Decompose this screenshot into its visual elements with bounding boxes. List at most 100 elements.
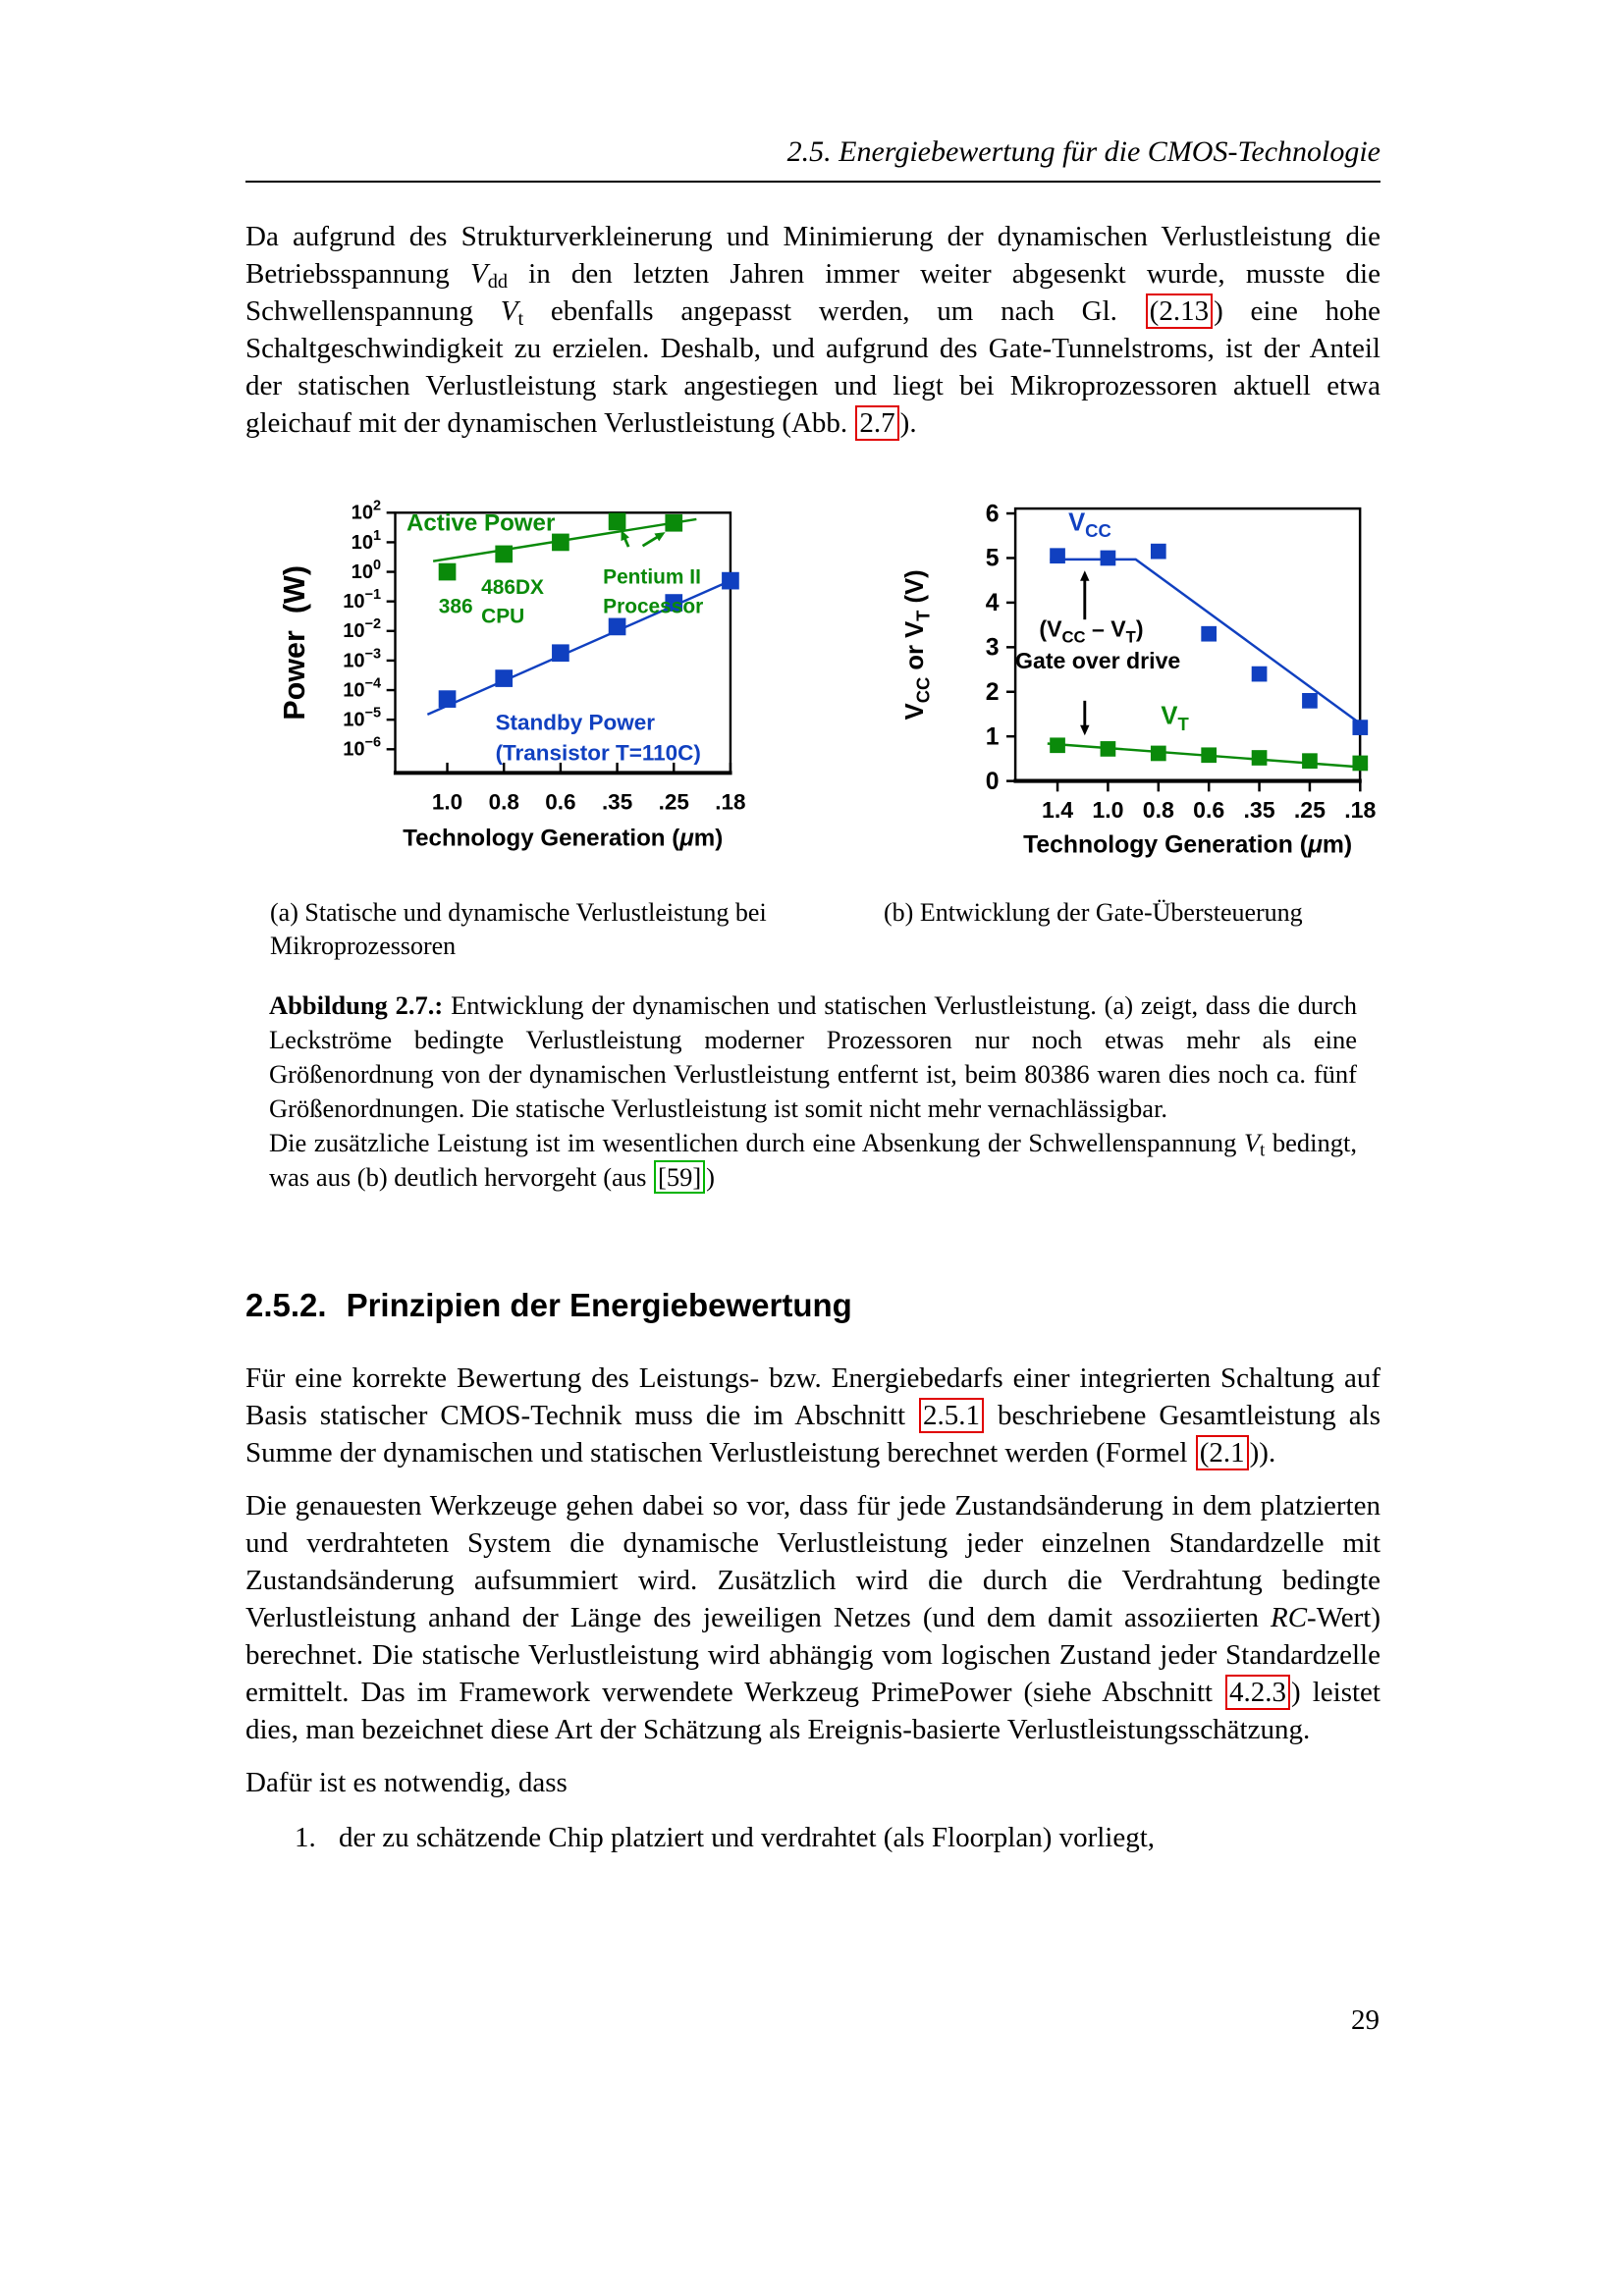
- data-point: [1352, 755, 1369, 772]
- y-tick-label: 10−2: [343, 616, 381, 642]
- x-tick-label: .35: [1243, 797, 1274, 823]
- cross-reference-link[interactable]: (2.1: [1195, 1435, 1249, 1470]
- list-item-1-text: der zu schätzende Chip platziert und ver…: [339, 1822, 1156, 1853]
- y-tick-label: 1: [986, 723, 1000, 750]
- charts-row: 102 101 100 10−1 10−2 10−3 10−4 10−5 10−6 1.0 0.8 0…: [245, 481, 1380, 886]
- chart-power-vs-technology: 102 101 100 10−1 10−2 10−3 10−4 10−5 10−6 1.0 0.8 0…: [278, 499, 745, 852]
- content-column: 2.5. Energiebewertung für die CMOS-Techn…: [245, 0, 1380, 1856]
- series-active-power: [432, 512, 697, 581]
- cross-reference-link[interactable]: 4.2.3: [1225, 1675, 1291, 1710]
- y-axis-label: VCC or VT (V): [901, 569, 934, 720]
- x-tick-label: .35: [602, 789, 632, 814]
- chart-annotation: Standby Power: [496, 710, 656, 734]
- data-point: [1050, 548, 1065, 564]
- series-vcc: [1050, 543, 1369, 735]
- data-point: [1150, 543, 1166, 560]
- y-tick-label: 5: [986, 546, 1000, 572]
- data-point: [1050, 737, 1065, 754]
- series-vt: [1047, 737, 1369, 772]
- y-tick-label: 101: [352, 528, 381, 554]
- x-tick-label: 0.8: [1143, 797, 1174, 823]
- x-tick-label: 1.0: [432, 789, 462, 814]
- y-tick-label: 10−5: [343, 706, 381, 731]
- y-tick-label: 0: [986, 769, 1000, 795]
- chart-annotation: 486DX: [481, 576, 544, 599]
- chart-voltage-vs-technology: 0 1 2 3 4 5 6 1.4 1.0 0.8 0.6 .35 .25 .18 Technology G…: [901, 501, 1377, 858]
- data-point: [495, 545, 514, 563]
- x-tick-label: 0.8: [489, 789, 519, 814]
- data-point: [438, 690, 457, 708]
- chart-annotation: Pentium II: [603, 566, 701, 589]
- y-tick-label: 10−3: [343, 646, 381, 671]
- chart-annotation: Processor: [603, 595, 703, 617]
- data-point: [1201, 625, 1218, 642]
- y-tick-label: 10−1: [343, 587, 381, 613]
- data-point: [1150, 745, 1166, 762]
- subcaptions-row: (a) Statische und dynamische Verlustleis…: [245, 896, 1380, 963]
- cross-reference-link[interactable]: [59]: [654, 1160, 706, 1194]
- chart-annotation: 386: [439, 595, 473, 617]
- y-tick-label: 10−6: [343, 735, 381, 761]
- data-point: [1352, 720, 1369, 735]
- paragraph-dafuer: Dafür ist es notwendig, dass: [245, 1767, 568, 1798]
- data-point: [665, 594, 683, 612]
- x-tick-label: 0.6: [545, 789, 575, 814]
- section-number: 2.5.2.: [245, 1287, 327, 1323]
- chart-annotation: Gate over drive: [1015, 648, 1180, 673]
- y-tick-label: 4: [986, 590, 1000, 616]
- y-axis-label: Power (W): [278, 565, 311, 721]
- y-tick-label: 6: [986, 501, 1000, 527]
- data-point: [438, 562, 457, 581]
- subcaption-b: (b) Entwicklung der Gate-Übersteuerung: [884, 898, 1303, 927]
- x-tick-label: .18: [1344, 797, 1376, 823]
- y-tick-label: 102: [352, 499, 381, 524]
- data-point: [552, 533, 569, 552]
- paragraph-werkzeuge: Die genauesten Werkzeuge gehen dabei so …: [245, 1490, 1380, 1745]
- paragraph-bewertung: Für eine korrekte Bewertung des Leistung…: [245, 1362, 1380, 1470]
- section-heading: 2.5.2. Prinzipien der Energiebewertung: [245, 1285, 1380, 1326]
- data-point: [1302, 692, 1318, 709]
- cross-reference-link[interactable]: 2.5.1: [919, 1398, 985, 1433]
- data-point: [1302, 753, 1318, 770]
- x-axis-label: Technology Generation (μm): [403, 825, 723, 851]
- data-point: [608, 512, 626, 531]
- chart-annotation: VCC: [1068, 508, 1111, 541]
- data-point: [1100, 550, 1116, 566]
- data-point: [722, 571, 739, 590]
- list-item-1: 1. der zu schätzende Chip platziert und v…: [245, 1819, 1380, 1856]
- x-tick-label: 1.4: [1042, 797, 1073, 823]
- series-standby-power-transistor-t-110c-: [426, 571, 739, 716]
- section-title: Prinzipien der Energiebewertung: [346, 1287, 852, 1323]
- data-point: [495, 669, 514, 687]
- chart-annotation: CPU: [481, 606, 524, 628]
- data-point: [552, 644, 569, 663]
- data-point: [1100, 741, 1116, 757]
- running-head-title: 2.5. Energiebewertung für die CMOS-Techn…: [786, 135, 1380, 168]
- figure-2-7: 102 101 100 10−1 10−2 10−3 10−4 10−5 10−6 1.0 0.8 0…: [245, 481, 1380, 1195]
- chart-annotation: Active Power: [406, 509, 556, 536]
- data-point: [665, 513, 683, 532]
- list-item-1-marker: 1.: [295, 1822, 316, 1853]
- data-point: [1251, 750, 1268, 766]
- y-tick-label: 10−4: [343, 675, 381, 701]
- data-point: [608, 617, 626, 636]
- figure-caption: Abbildung 2.7.: Entwicklung der dynamisc…: [269, 990, 1357, 1194]
- x-tick-label: .18: [715, 789, 745, 814]
- y-tick-label: 2: [986, 679, 1000, 706]
- x-axis-label: Technology Generation (μm): [1023, 831, 1352, 858]
- y-tick-label: 100: [352, 558, 381, 583]
- data-point: [1251, 666, 1268, 682]
- chart-annotation: (VCC – VT): [1039, 615, 1143, 646]
- chart-annotation: (Transistor T=110C): [496, 741, 701, 766]
- x-tick-label: 0.6: [1193, 797, 1224, 823]
- cross-reference-link[interactable]: (2.13: [1145, 294, 1214, 329]
- y-tick-label: 3: [986, 635, 1000, 662]
- cross-reference-link[interactable]: 2.7: [855, 405, 899, 441]
- data-point: [1201, 747, 1218, 764]
- page-number: 29: [1351, 2004, 1380, 2036]
- running-head: 2.5. Energiebewertung für die CMOS-Techn…: [245, 0, 1380, 183]
- x-tick-label: .25: [659, 789, 689, 814]
- chart-annotation: VT: [1161, 702, 1189, 734]
- x-tick-label: 1.0: [1092, 797, 1123, 823]
